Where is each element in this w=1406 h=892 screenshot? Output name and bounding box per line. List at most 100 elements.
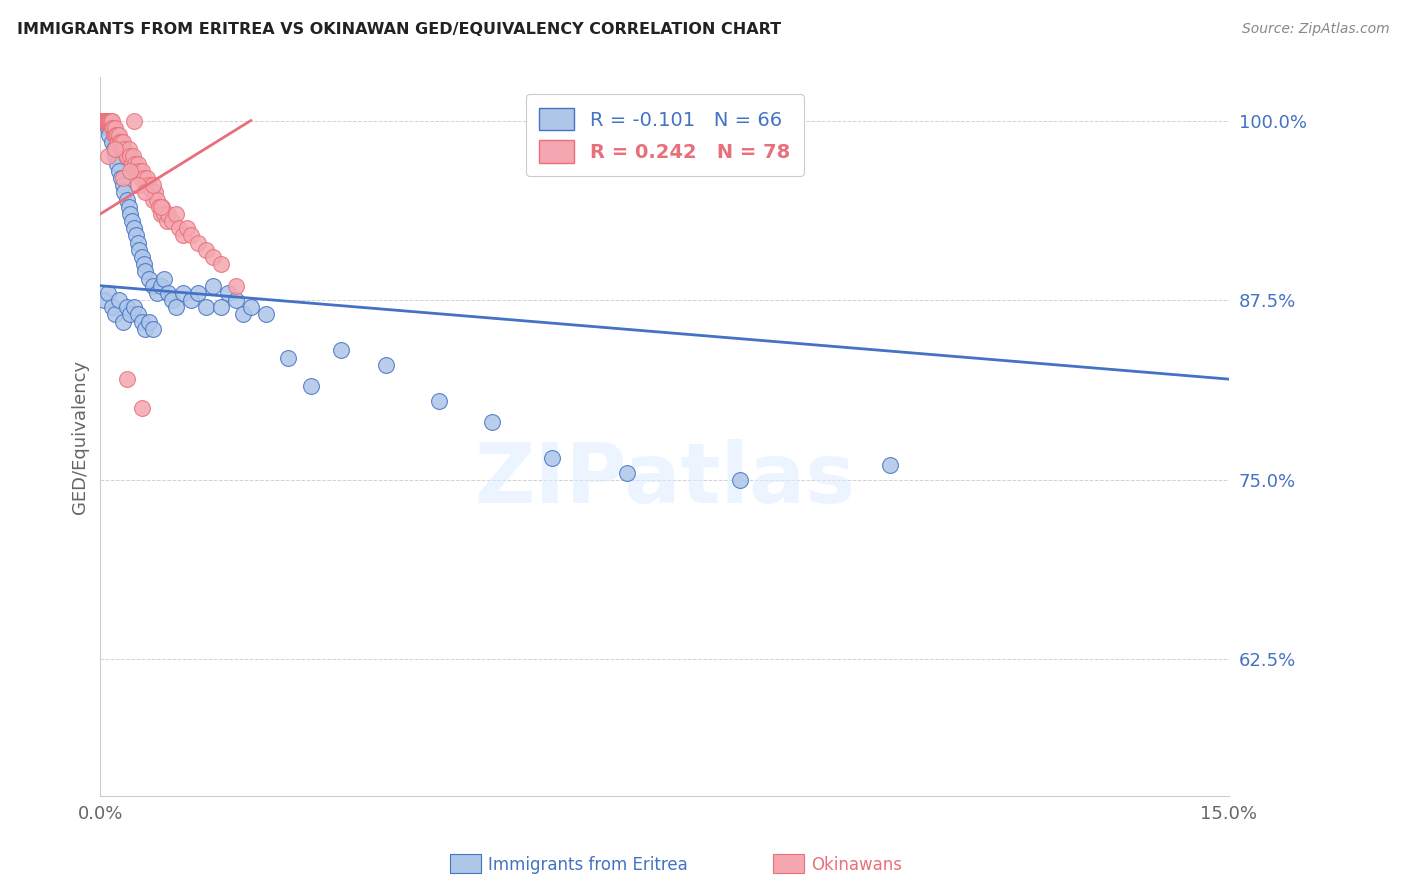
Point: [98, 113, 121, 128]
Point: [108, 293, 131, 307]
Point: [118, 142, 141, 156]
Point: [225, 278, 247, 293]
Point: [879, 458, 901, 473]
Point: [96, 113, 118, 128]
Point: [93, 113, 115, 128]
Point: [187, 235, 209, 250]
Point: [131, 315, 153, 329]
Point: [91, 113, 114, 128]
Point: [160, 293, 183, 307]
Point: [149, 278, 172, 293]
Point: [176, 221, 198, 235]
Point: [149, 200, 172, 214]
Point: [131, 250, 153, 264]
Point: [97, 285, 120, 300]
Point: [104, 149, 127, 163]
Point: [157, 207, 180, 221]
Text: IMMIGRANTS FROM ERITREA VS OKINAWAN GED/EQUIVALENCY CORRELATION CHART: IMMIGRANTS FROM ERITREA VS OKINAWAN GED/…: [17, 22, 780, 37]
Point: [93, 293, 115, 307]
Point: [100, 113, 122, 128]
Point: [93, 113, 115, 128]
Point: [141, 186, 163, 200]
Point: [153, 207, 176, 221]
Point: [138, 315, 160, 329]
Point: [217, 285, 239, 300]
Point: [96, 113, 118, 128]
Point: [142, 193, 165, 207]
Point: [142, 322, 165, 336]
Point: [94, 113, 117, 128]
Point: [153, 271, 176, 285]
Point: [132, 171, 155, 186]
Point: [112, 186, 135, 200]
Point: [122, 113, 145, 128]
Point: [180, 228, 202, 243]
Point: [98, 113, 121, 128]
Point: [160, 214, 183, 228]
Point: [121, 214, 143, 228]
Point: [105, 128, 128, 142]
Point: [540, 451, 562, 466]
Text: Source: ZipAtlas.com: Source: ZipAtlas.com: [1241, 22, 1389, 37]
Point: [101, 120, 124, 135]
Point: [128, 243, 150, 257]
Point: [108, 164, 131, 178]
Point: [254, 308, 277, 322]
Point: [239, 301, 262, 315]
Point: [202, 278, 225, 293]
Point: [90, 113, 112, 128]
Point: [143, 186, 166, 200]
Point: [98, 128, 121, 142]
Point: [131, 164, 153, 178]
Point: [120, 164, 142, 178]
Point: [122, 149, 145, 163]
Point: [124, 156, 146, 170]
Point: [118, 200, 141, 214]
Point: [115, 193, 138, 207]
Point: [157, 285, 180, 300]
Point: [125, 164, 148, 178]
Point: [129, 171, 152, 186]
Point: [107, 135, 129, 149]
Point: [127, 178, 149, 193]
Point: [103, 142, 125, 156]
Legend: R = -0.101   N = 66, R = 0.242   N = 78: R = -0.101 N = 66, R = 0.242 N = 78: [526, 95, 804, 177]
Point: [122, 221, 145, 235]
Point: [115, 149, 138, 163]
Point: [146, 285, 169, 300]
Point: [481, 415, 503, 429]
Point: [115, 372, 138, 386]
Point: [728, 473, 751, 487]
Point: [120, 149, 142, 163]
Point: [107, 135, 129, 149]
Point: [96, 113, 118, 128]
Point: [155, 214, 177, 228]
Point: [146, 193, 169, 207]
Point: [427, 393, 450, 408]
Point: [138, 271, 160, 285]
Point: [616, 466, 638, 480]
Point: [104, 308, 127, 322]
Point: [105, 156, 128, 170]
Point: [104, 128, 127, 142]
Point: [111, 135, 134, 149]
Point: [104, 142, 127, 156]
Point: [138, 178, 160, 193]
Point: [101, 120, 124, 135]
Point: [232, 308, 254, 322]
Point: [142, 278, 165, 293]
Point: [136, 171, 159, 186]
Point: [117, 149, 139, 163]
Point: [97, 113, 120, 128]
Y-axis label: GED/Equivalency: GED/Equivalency: [72, 359, 89, 514]
Point: [97, 120, 120, 135]
Point: [134, 178, 156, 193]
Point: [172, 228, 194, 243]
Point: [127, 156, 149, 170]
Point: [209, 257, 232, 271]
Point: [134, 322, 156, 336]
Point: [209, 301, 232, 315]
Point: [111, 142, 134, 156]
Point: [299, 379, 322, 393]
Point: [94, 113, 117, 128]
